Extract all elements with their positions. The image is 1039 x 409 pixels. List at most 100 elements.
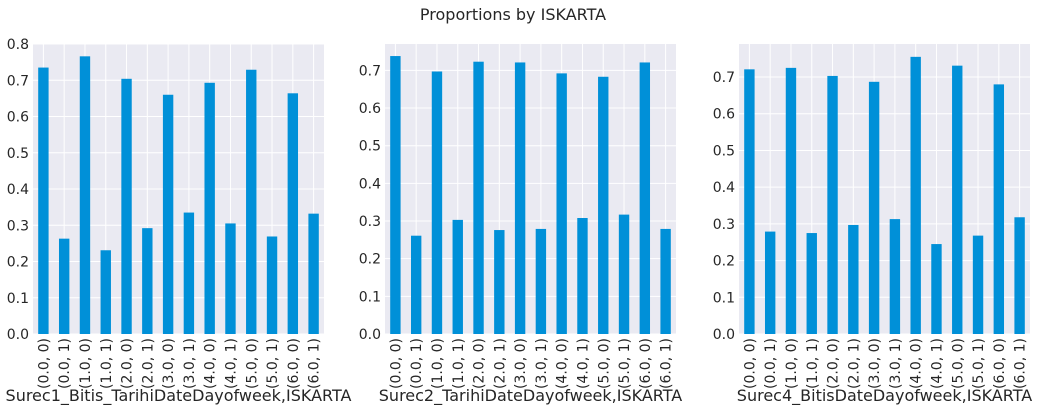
chart-panel-3: 0.0 0.1 0.2 0.3 0.4 0.5 0.6 0.7 (0.0, 0) (0.0, 1)… [713,44,1032,406]
x-tick-label: (1.0, 1) [99,338,115,389]
y-tick-label: 0.7 [713,70,735,86]
x-tick-label: (0.0, 0) [36,338,52,389]
bar-6 [142,228,153,334]
bar-4 [806,233,817,334]
y-tick-label: 0.8 [7,37,29,53]
x-tick-label: (3.0, 0) [513,338,529,389]
x-tick-label: (6.0, 1) [1013,338,1029,389]
y-tick-label: 0.3 [359,214,381,230]
y-tick-label: 0.5 [7,146,29,162]
y-tick-label: 0.4 [359,176,381,192]
bar-5 [473,61,484,335]
y-tick-label: 0.1 [7,291,29,307]
x-tick-label: (3.0, 0) [161,338,177,389]
y-tick-label: 0.2 [359,252,381,268]
bar-13 [287,93,299,334]
y-tick-label: 0.0 [359,327,381,343]
x-tick-label: (5.0, 0) [596,338,612,389]
x-tick-label: (2.0, 1) [846,338,862,389]
x-tick-label: (1.0, 1) [805,338,821,389]
x-tick-label: (0.0, 0) [742,338,758,389]
bar-4 [452,219,463,334]
x-tick-label: (1.0, 0) [430,338,446,389]
x-axis-label: Surec4_BitisDateDayofweek,ISKARTA [737,386,1032,406]
bar-8 [535,228,547,334]
x-axis-label: Surec1_Bitis_TarihiDateDayofweek,ISKARTA [6,386,352,406]
bar-14 [308,213,319,334]
bar-5 [827,75,838,334]
y-tick-label: 0.7 [7,73,29,89]
bar-13 [639,62,651,335]
bar-8 [889,219,901,334]
y-tick-label: 0.1 [713,290,735,306]
bar-14 [1014,217,1025,334]
y-tick-label: 0.6 [7,110,29,126]
y-tick-label: 0.2 [7,255,29,271]
x-tick-label: (2.0, 0) [120,338,136,389]
bar-3 [785,67,797,335]
bar-2 [58,238,70,334]
bar-12 [972,235,984,334]
x-tick-label: (6.0, 0) [992,338,1008,389]
y-tick-label: 0.1 [359,289,381,305]
y-tick-label: 0.4 [713,180,735,196]
bar-14 [660,228,671,334]
x-tick-label: (4.0, 0) [203,338,219,389]
x-tick-label: (3.0, 1) [182,338,198,389]
x-tick-label: (5.0, 1) [971,338,987,389]
bar-11 [246,69,257,335]
x-tick-label: (1.0, 0) [78,338,94,389]
bar-12 [618,214,630,334]
x-tick-label: (3.0, 0) [867,338,883,389]
x-tick-label: (2.0, 1) [140,338,156,389]
x-axis-label: Surec2_TarihiDateDayofweek,ISKARTA [379,386,683,406]
x-tick-label: (3.0, 1) [888,338,904,389]
bar-7 [868,81,880,335]
bar-11 [598,76,609,334]
bar-9 [910,56,921,334]
bar-2 [410,235,422,334]
bar-13 [993,84,1005,334]
y-tick-label: 0.6 [713,107,735,123]
x-tick-label: (0.0, 1) [409,338,425,389]
bar-1 [390,56,401,335]
x-tick-label: (6.0, 1) [307,338,323,389]
chart-panel-1: 0.0 0.1 0.2 0.3 0.4 0.5 0.6 0.7 0.8 (0.0, 0) (0.0,… [6,37,352,406]
y-tick-label: 0.6 [359,101,381,117]
x-tick-label: (1.0, 0) [784,338,800,389]
bar-1 [38,67,49,334]
bar-1 [744,69,755,335]
x-tick-label: (4.0, 0) [555,338,571,389]
x-tick-label: (6.0, 0) [286,338,302,389]
bar-8 [183,212,195,334]
x-tick-label: (4.0, 1) [929,338,945,389]
y-tick-label: 0.4 [7,182,29,198]
bar-7 [514,62,526,335]
x-tick-label: (0.0, 1) [763,338,779,389]
x-tick-label: (0.0, 0) [388,338,404,389]
bar-6 [494,230,505,334]
y-tick-label: 0.5 [359,139,381,155]
y-tick-label: 0.2 [713,254,735,270]
x-tick-label: (6.0, 0) [638,338,654,389]
plot-area [739,44,1030,334]
bar-10 [225,223,236,334]
x-tick-label: (5.0, 1) [265,338,281,389]
bar-2 [764,231,776,334]
bar-6 [848,224,859,334]
x-tick-label: (4.0, 0) [909,338,925,389]
bar-5 [121,78,132,334]
x-tick-label: (1.0, 1) [451,338,467,389]
bar-12 [266,236,278,334]
bar-3 [431,71,443,335]
bar-7 [162,94,174,334]
plot-area [385,44,676,334]
y-tick-label: 0.3 [7,218,29,234]
x-tick-label: (4.0, 1) [575,338,591,389]
bar-10 [931,244,942,334]
chart-panel-2: 0.0 0.1 0.2 0.3 0.4 0.5 0.6 0.7 (0.0, 0) (0.0, 1)… [359,44,683,406]
x-tick-label: (4.0, 1) [223,338,239,389]
x-tick-label: (0.0, 1) [57,338,73,389]
x-tick-label: (5.0, 1) [617,338,633,389]
